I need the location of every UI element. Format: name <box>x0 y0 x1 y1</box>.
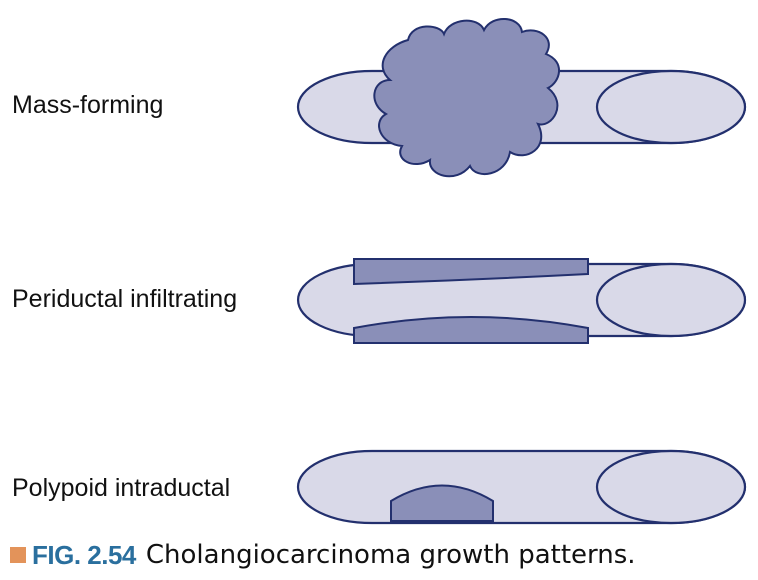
periductal-tumor-bottom <box>353 316 589 344</box>
figure-caption: FIG. 2.54 Cholangiocarcinoma growth patt… <box>10 538 636 572</box>
duct-end-opening <box>595 69 747 145</box>
duct-periductal-infiltrating <box>296 258 747 344</box>
caption-marker-square <box>10 547 26 563</box>
mass-forming-tumor <box>373 18 560 178</box>
polypoid-tumor <box>390 484 494 522</box>
duct-end-opening <box>595 262 747 338</box>
caption-text: Cholangiocarcinoma growth patterns. <box>145 540 636 570</box>
label-polypoid-intraductal: Polypoid intraductal <box>12 474 231 502</box>
duct-end-opening <box>595 449 747 525</box>
label-periductal-infiltrating: Periductal infiltrating <box>12 285 238 313</box>
duct-polypoid-intraductal <box>296 449 747 525</box>
figure-number: FIG. 2.54 <box>32 539 136 570</box>
label-mass-forming: Mass-forming <box>12 91 164 119</box>
duct-mass-forming <box>296 18 747 178</box>
periductal-tumor-top <box>353 258 589 286</box>
